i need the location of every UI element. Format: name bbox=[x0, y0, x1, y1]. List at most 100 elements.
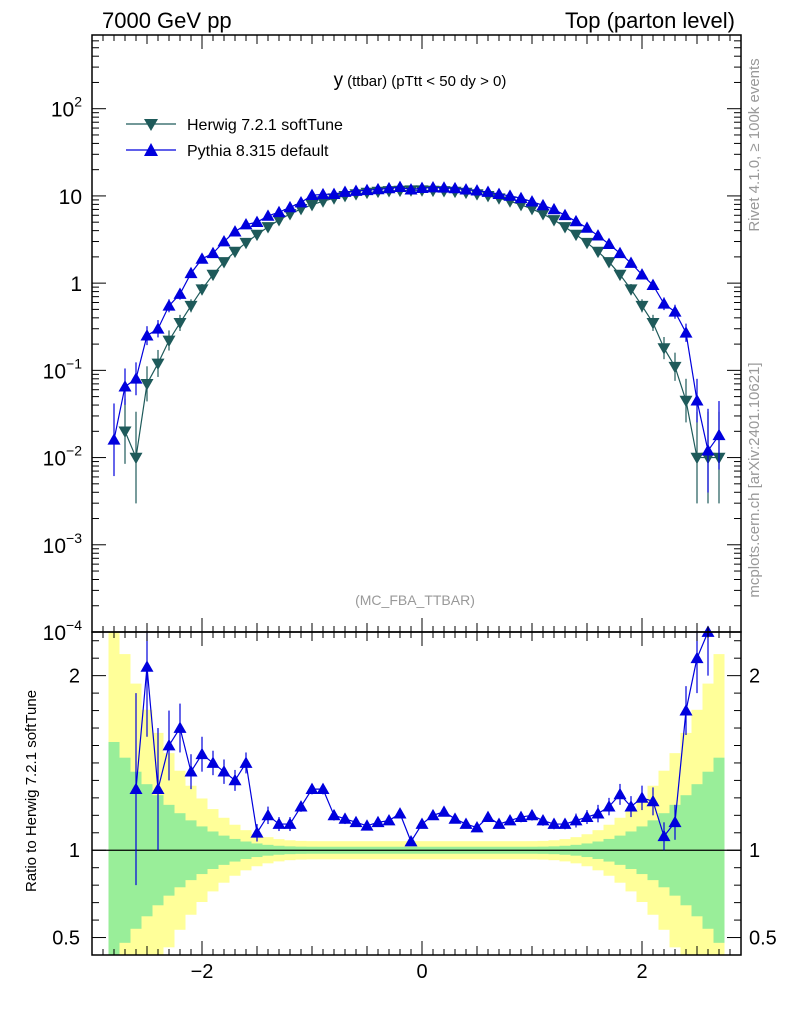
ratio-series bbox=[129, 625, 715, 886]
ratio-tick-label-right: 0.5 bbox=[749, 928, 777, 950]
main-tick-label-exponent: 2 bbox=[74, 94, 82, 110]
ratio-point bbox=[140, 660, 154, 672]
pythia-point bbox=[448, 181, 462, 194]
ratio-point bbox=[162, 738, 176, 751]
axis-ticks bbox=[91, 34, 741, 956]
legend-label-herwig: Herwig 7.2.1 softTune bbox=[187, 117, 343, 134]
pythia-point bbox=[338, 185, 352, 197]
plot-title-sub: (ttbar) (pTtt < 50 dy > 0) bbox=[347, 73, 506, 90]
mcplots-label: mcplots.cern.ch [arXiv:2401.10621] bbox=[746, 362, 763, 597]
plot-title: y (ttbar) (pTtt < 50 dy > 0) bbox=[334, 70, 507, 91]
pythia-point bbox=[624, 256, 638, 268]
herwig-point bbox=[657, 343, 671, 355]
ratio-point bbox=[602, 800, 616, 812]
ratio-point bbox=[547, 817, 561, 829]
pythia-point bbox=[690, 394, 704, 406]
ratio-point bbox=[514, 810, 528, 822]
main-tick-label: 10 bbox=[59, 186, 82, 209]
pythia-point bbox=[184, 266, 198, 279]
herwig-point bbox=[646, 318, 660, 330]
pythia-series bbox=[107, 180, 726, 493]
pythia-point bbox=[646, 278, 660, 290]
herwig-point bbox=[195, 284, 209, 296]
pythia-point bbox=[602, 237, 616, 250]
pythia-point bbox=[459, 183, 473, 195]
herwig-point bbox=[173, 318, 187, 330]
pythia-point bbox=[327, 187, 341, 199]
legend-marker-pythia bbox=[144, 143, 158, 156]
herwig-point bbox=[525, 204, 539, 216]
main-tick-label-exponent: −3 bbox=[66, 530, 82, 546]
ratio-point bbox=[580, 810, 594, 822]
ratio-point bbox=[503, 814, 517, 826]
main-tick-label-exponent: −2 bbox=[66, 443, 82, 459]
ratio-point bbox=[206, 756, 220, 768]
pythia-point bbox=[360, 183, 374, 196]
ratio-point bbox=[679, 704, 693, 716]
ratio-point bbox=[591, 807, 605, 819]
ratio-point bbox=[371, 815, 385, 828]
main-tick-label-base: 10 bbox=[43, 360, 66, 383]
herwig-series bbox=[118, 185, 726, 504]
pythia-point bbox=[393, 180, 407, 193]
main-tick-label-base: 10 bbox=[43, 448, 66, 471]
pythia-point bbox=[305, 188, 319, 201]
herwig-point bbox=[239, 237, 253, 250]
main-tick-label-base: 10 bbox=[43, 622, 66, 645]
legend: Herwig 7.2.1 softTune Pythia 8.315 defau… bbox=[126, 117, 343, 160]
herwig-point bbox=[569, 229, 583, 242]
pythia-point bbox=[591, 229, 605, 241]
pythia-point bbox=[558, 208, 572, 221]
main-tick-label: 1 bbox=[70, 273, 82, 296]
ratio-point bbox=[272, 817, 286, 829]
pythia-point bbox=[239, 218, 253, 230]
herwig-point bbox=[305, 199, 319, 212]
ratio-point bbox=[393, 807, 407, 819]
main-tick-label-exponent: −4 bbox=[66, 617, 82, 633]
ratio-point bbox=[536, 814, 550, 826]
ratio-point bbox=[349, 815, 363, 828]
main-tick-label: 10−2 bbox=[43, 443, 83, 471]
pythia-point bbox=[547, 202, 561, 215]
pythia-point bbox=[536, 198, 550, 211]
ratio-point bbox=[228, 773, 242, 786]
pythia-point bbox=[481, 185, 495, 197]
pythia-point bbox=[382, 181, 396, 194]
ratio-point bbox=[382, 814, 396, 826]
herwig-point bbox=[118, 426, 132, 438]
herwig-point bbox=[261, 222, 275, 234]
herwig-point bbox=[250, 229, 264, 242]
ratio-point bbox=[261, 808, 275, 821]
main-tick-label-base: 1 bbox=[70, 273, 82, 296]
ratio-point bbox=[426, 808, 440, 821]
ratio-point bbox=[217, 765, 231, 777]
ratio-point bbox=[690, 651, 704, 664]
pythia-point bbox=[492, 187, 506, 199]
herwig-point bbox=[272, 215, 286, 227]
ratio-tick-label-left: 0.5 bbox=[52, 928, 80, 950]
main-tick-label-base: 10 bbox=[51, 99, 74, 122]
pythia-point bbox=[129, 372, 143, 384]
band-inner bbox=[108, 741, 120, 955]
herwig-point bbox=[580, 237, 594, 250]
pythia-point bbox=[228, 225, 242, 237]
ratio-point bbox=[129, 782, 143, 795]
ratio-point bbox=[646, 794, 660, 807]
pythia-point bbox=[151, 322, 165, 334]
pythia-line bbox=[113, 186, 720, 453]
ratio-point bbox=[239, 756, 253, 768]
herwig-point bbox=[228, 246, 242, 259]
herwig-point bbox=[602, 257, 616, 269]
main-tick-label: 10−4 bbox=[43, 617, 83, 645]
pythia-point bbox=[701, 444, 715, 456]
pythia-point bbox=[283, 200, 297, 213]
plot-frames bbox=[91, 34, 742, 956]
ratio-point bbox=[569, 814, 583, 826]
ratio-point bbox=[668, 815, 682, 828]
pythia-point bbox=[140, 329, 154, 341]
ratio-ylabel: Ratio to Herwig 7.2.1 softTune bbox=[23, 690, 40, 892]
herwig-point bbox=[151, 358, 165, 370]
ratio-point bbox=[294, 800, 308, 812]
ratio-point bbox=[283, 817, 297, 829]
